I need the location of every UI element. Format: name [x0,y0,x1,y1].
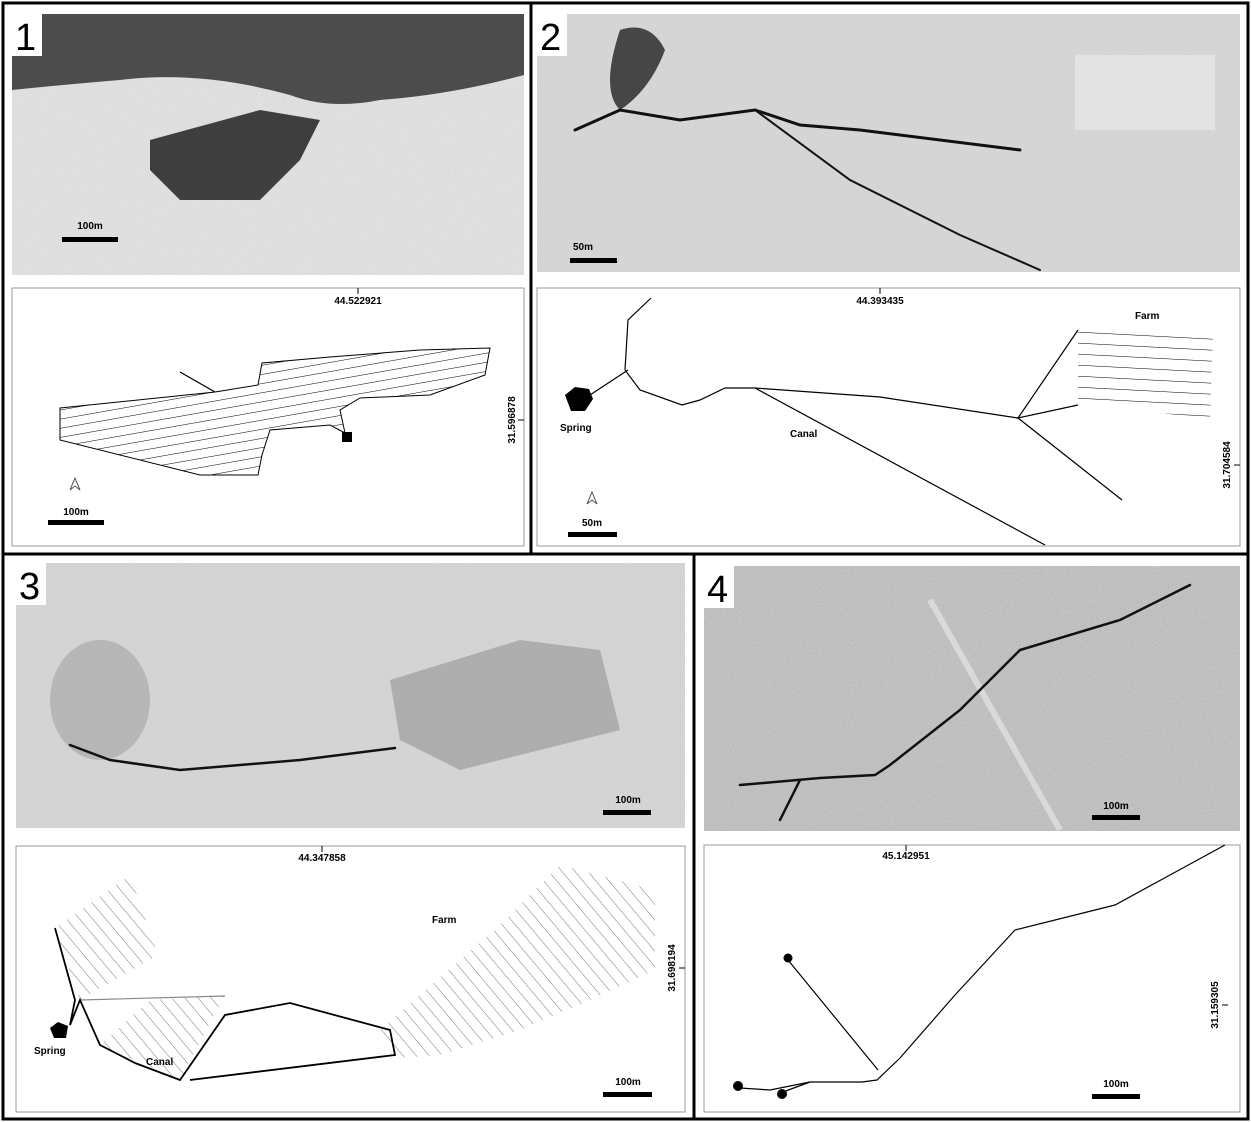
scale-label: 100m [1103,1079,1129,1090]
map-label: Spring [560,423,592,434]
latitude: 31.159305 [1210,981,1221,1029]
photo [12,14,524,275]
latitude: 31.596878 [507,396,518,444]
scale-label: 50m [582,518,602,529]
longitude: 45.142951 [882,851,930,862]
map-label: Spring [34,1046,66,1057]
photo [704,566,1240,831]
scale-label: 100m [615,795,641,806]
photo [537,14,1240,272]
map [12,288,524,546]
latitude: 31.698194 [667,944,678,992]
panel-number: 3 [19,566,40,608]
panel-number: 2 [540,17,561,59]
scale-label: 100m [615,1077,641,1088]
map [537,288,1240,546]
longitude: 44.393435 [856,296,904,307]
panel-number: 1 [15,17,36,59]
longitude: 44.347858 [298,853,346,864]
map-label: Canal [146,1057,173,1068]
scale-label: 100m [77,221,103,232]
map [704,845,1240,1112]
page: {"panels": [ {"number": "1", "photo_scal… [0,0,1251,1122]
scale-label: 100m [1103,801,1129,812]
latitude: 31.704584 [1222,441,1233,489]
scale-label: 50m [573,242,593,253]
panel-number: 4 [707,569,728,611]
longitude: 44.522921 [334,296,382,307]
photo [16,563,685,828]
map [16,846,685,1112]
map-label: Canal [790,429,817,440]
map-label: Farm [1135,311,1160,322]
map-label: Farm [432,915,457,926]
figure: 100m 1 100m 44.522921 31.596878 50m 2 [0,0,1251,1122]
scale-label: 100m [63,507,89,518]
